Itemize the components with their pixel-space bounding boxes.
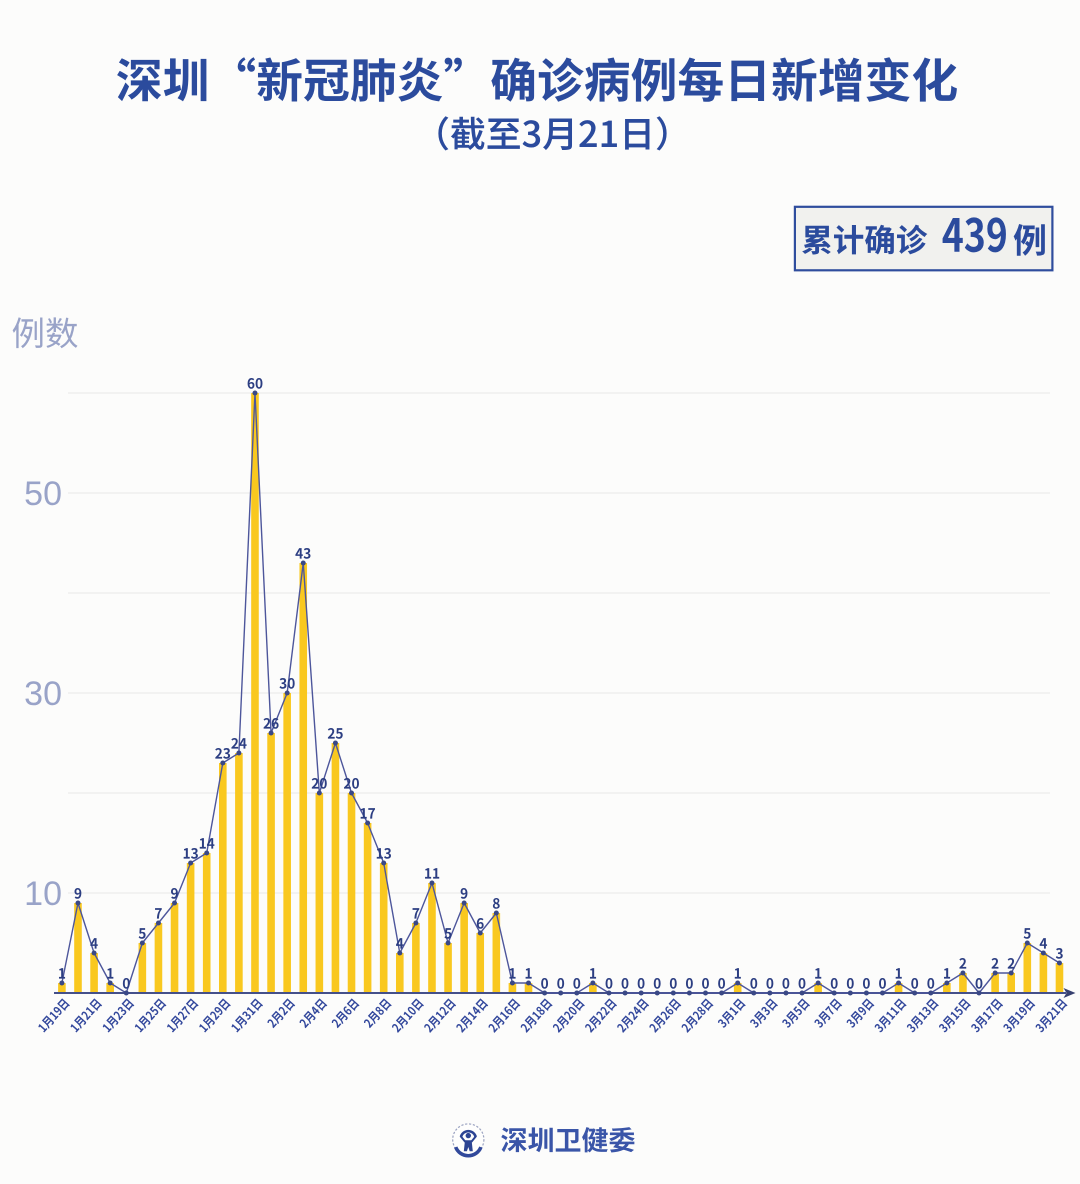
svg-text:50: 50 <box>24 475 62 513</box>
svg-text:10: 10 <box>24 875 62 913</box>
svg-text:30: 30 <box>24 675 62 713</box>
